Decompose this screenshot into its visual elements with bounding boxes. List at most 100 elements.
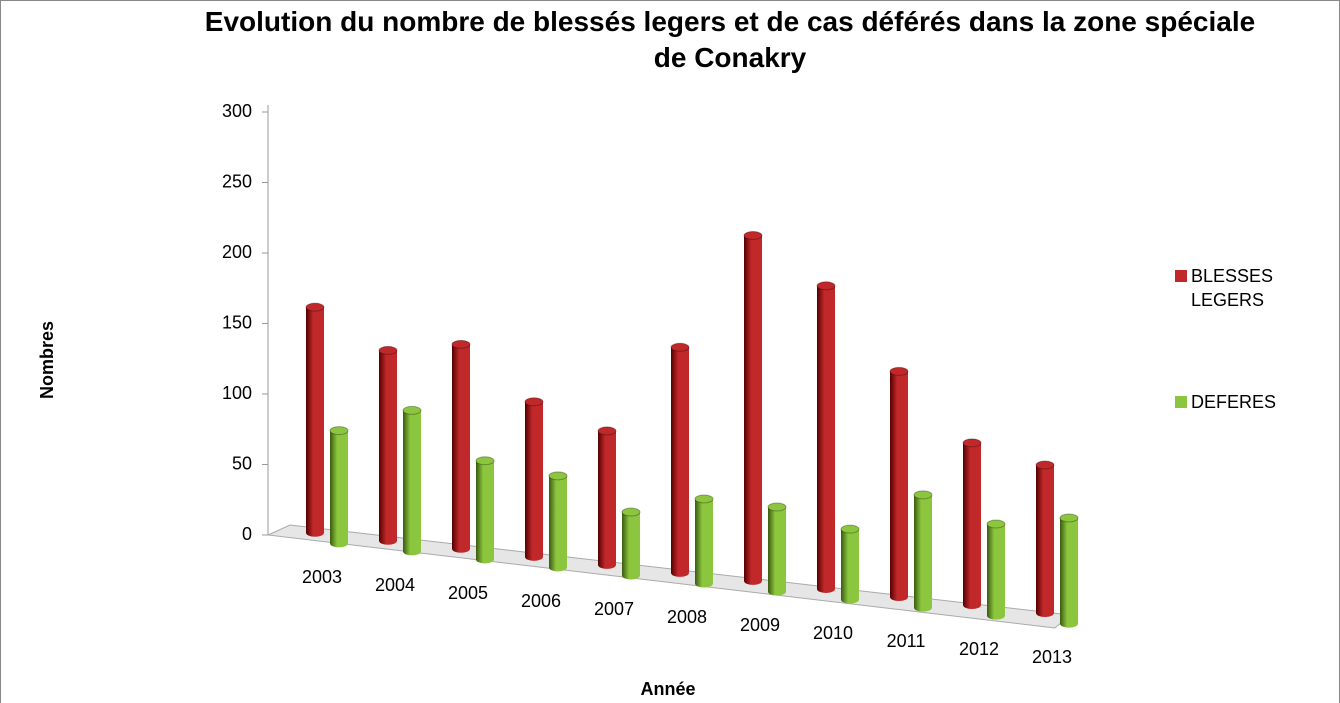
- x-tick-label: 2011: [887, 631, 926, 651]
- bar-body: [695, 498, 713, 584]
- bar-body: [330, 430, 348, 544]
- legend-swatch: [1175, 270, 1187, 282]
- x-tick-label: 2006: [521, 591, 561, 611]
- bar-body: [914, 494, 932, 608]
- bar-top: [548, 471, 568, 481]
- bar-top: [1059, 513, 1079, 523]
- bar-top: [597, 426, 617, 436]
- bar-body: [379, 350, 397, 541]
- y-tick-label: 0: [242, 524, 252, 544]
- x-tick-label: 2012: [959, 639, 999, 659]
- bar-top: [743, 230, 763, 240]
- x-tick-label: 2008: [667, 607, 707, 627]
- bar-top: [816, 281, 836, 291]
- bar: [305, 302, 325, 537]
- bar-body: [744, 235, 762, 581]
- bar-top: [621, 507, 641, 517]
- y-tick-label: 200: [222, 242, 252, 262]
- x-tick-label: 2004: [375, 575, 415, 595]
- bar-top: [889, 366, 909, 376]
- bar-base: [452, 544, 470, 553]
- bar-base: [306, 528, 324, 537]
- bar: [913, 490, 933, 612]
- bar-base: [476, 555, 494, 564]
- bar-top: [451, 339, 471, 349]
- bar-body: [963, 442, 981, 606]
- bar-body: [890, 371, 908, 597]
- bar-base: [695, 579, 713, 588]
- bar: [670, 342, 690, 577]
- bar: [378, 345, 398, 545]
- bar: [548, 471, 568, 572]
- bar-base: [403, 547, 421, 556]
- x-tick-label: 2005: [448, 583, 488, 603]
- bar-body: [841, 529, 859, 600]
- bar-body: [1060, 517, 1078, 624]
- x-axis-title: Année: [640, 679, 695, 699]
- bar-base: [525, 552, 543, 561]
- bar-top: [475, 456, 495, 466]
- bar-body: [598, 430, 616, 565]
- bar: [402, 405, 422, 556]
- bar: [962, 438, 982, 610]
- legend-item: BLESSES LEGERS: [1175, 264, 1315, 312]
- x-tick-label: 2007: [594, 599, 634, 619]
- y-tick-label: 100: [222, 383, 252, 403]
- bar-base: [890, 592, 908, 601]
- bar-base: [987, 611, 1005, 620]
- bar-base: [379, 536, 397, 545]
- bar-base: [549, 563, 567, 572]
- x-tick-label: 2013: [1032, 647, 1072, 667]
- y-axis-title: Nombres: [37, 321, 57, 399]
- bar-body: [768, 506, 786, 592]
- bar: [840, 524, 860, 604]
- bar: [1035, 460, 1055, 618]
- bar-base: [841, 595, 859, 604]
- bar-body: [403, 410, 421, 552]
- bar-base: [963, 601, 981, 610]
- legend-item: DEFERES: [1175, 390, 1315, 414]
- bar-body: [525, 401, 543, 557]
- bar-body: [452, 344, 470, 549]
- bar-top: [986, 519, 1006, 529]
- bar: [329, 426, 349, 548]
- y-tick-label: 150: [222, 312, 252, 332]
- bar: [694, 494, 714, 588]
- bar-top: [524, 397, 544, 407]
- bar-body: [622, 512, 640, 576]
- bar-base: [671, 568, 689, 577]
- bar-base: [744, 576, 762, 585]
- bar-base: [768, 587, 786, 596]
- bar-body: [476, 460, 494, 560]
- bar-top: [694, 494, 714, 504]
- bar: [524, 397, 544, 561]
- bar: [816, 281, 836, 593]
- chart-title: Evolution du nombre de blessés legers et…: [204, 6, 1256, 73]
- bar-base: [1036, 609, 1054, 618]
- bar: [621, 507, 641, 580]
- bar: [767, 502, 787, 596]
- bar-body: [549, 475, 567, 568]
- legend-swatch: [1175, 396, 1187, 408]
- bar: [743, 230, 763, 585]
- bar: [451, 339, 471, 553]
- bar-base: [598, 560, 616, 569]
- bar: [475, 456, 495, 564]
- bar: [986, 519, 1006, 620]
- bar-top: [913, 490, 933, 500]
- bar-base: [1060, 619, 1078, 628]
- bar-body: [306, 307, 324, 533]
- bar-base: [330, 539, 348, 548]
- bar-top: [305, 302, 325, 312]
- bar-body: [671, 347, 689, 573]
- x-tick-label: 2010: [813, 623, 853, 643]
- bar-top: [402, 405, 422, 415]
- bar-body: [987, 524, 1005, 616]
- bar-top: [1035, 460, 1055, 470]
- bar-body: [817, 285, 835, 589]
- bar: [889, 366, 909, 601]
- y-tick-label: 250: [222, 171, 252, 191]
